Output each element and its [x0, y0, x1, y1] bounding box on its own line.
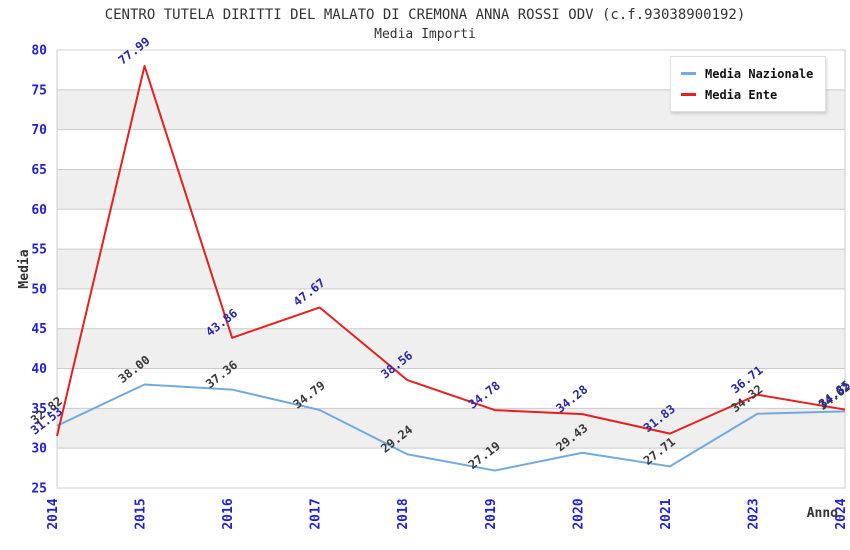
y-tick-label: 80 [31, 44, 47, 59]
y-tick-label: 25 [31, 482, 47, 497]
x-tick-label: 2017 [309, 498, 324, 529]
plot-band [57, 169, 845, 210]
y-tick-label: 70 [31, 123, 47, 138]
chart-subtitle: Media Importi [374, 27, 476, 42]
y-tick-label: 50 [31, 282, 47, 297]
legend-label: Media Ente [705, 87, 778, 102]
legend-item-media-ente: Media Ente [681, 84, 813, 105]
data-label: 77.99 [116, 34, 153, 67]
plot-band [57, 408, 845, 449]
y-tick-label: 55 [31, 243, 47, 258]
y-tick-label: 65 [31, 163, 47, 178]
y-tick-label: 45 [31, 322, 47, 337]
y-tick-label: 40 [31, 362, 47, 377]
legend-item-media-nazionale: Media Nazionale [681, 63, 813, 84]
x-axis-title: Anno [807, 506, 838, 521]
x-tick-label: 2020 [571, 498, 586, 529]
x-tick-label: 2014 [46, 498, 61, 529]
y-tick-label: 60 [31, 203, 47, 218]
data-label: 34.79 [291, 378, 328, 411]
x-tick-label: 2023 [746, 498, 761, 529]
series-line-media-nazionale [56, 383, 846, 472]
plot-border [56, 49, 846, 489]
x-tick-label: 2021 [659, 498, 674, 529]
x-tick-label: 2015 [134, 498, 149, 529]
x-tick-label: 2019 [484, 498, 499, 529]
x-tick-label: 2016 [221, 498, 236, 529]
legend: Media Nazionale Media Ente [670, 56, 827, 112]
legend-line-swatch [681, 72, 696, 75]
y-axis-title: Media [17, 249, 32, 288]
legend-line-swatch [681, 93, 696, 96]
series-line-media-ente [56, 65, 846, 437]
y-tick-label: 35 [31, 402, 47, 417]
chart-title: CENTRO TUTELA DIRITTI DEL MALATO DI CREM… [104, 7, 746, 23]
plot-band [57, 328, 845, 369]
x-tick-label: 2024 [834, 498, 849, 529]
y-tick-label: 75 [31, 83, 47, 98]
legend-label: Media Nazionale [705, 66, 814, 81]
plot-band [57, 249, 845, 289]
y-tick-label: 30 [31, 442, 47, 457]
x-tick-label: 2018 [396, 498, 411, 529]
